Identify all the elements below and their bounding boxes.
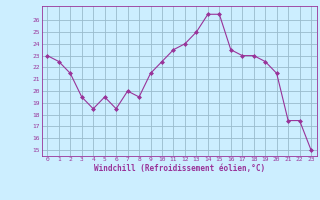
X-axis label: Windchill (Refroidissement éolien,°C): Windchill (Refroidissement éolien,°C) bbox=[94, 164, 265, 173]
